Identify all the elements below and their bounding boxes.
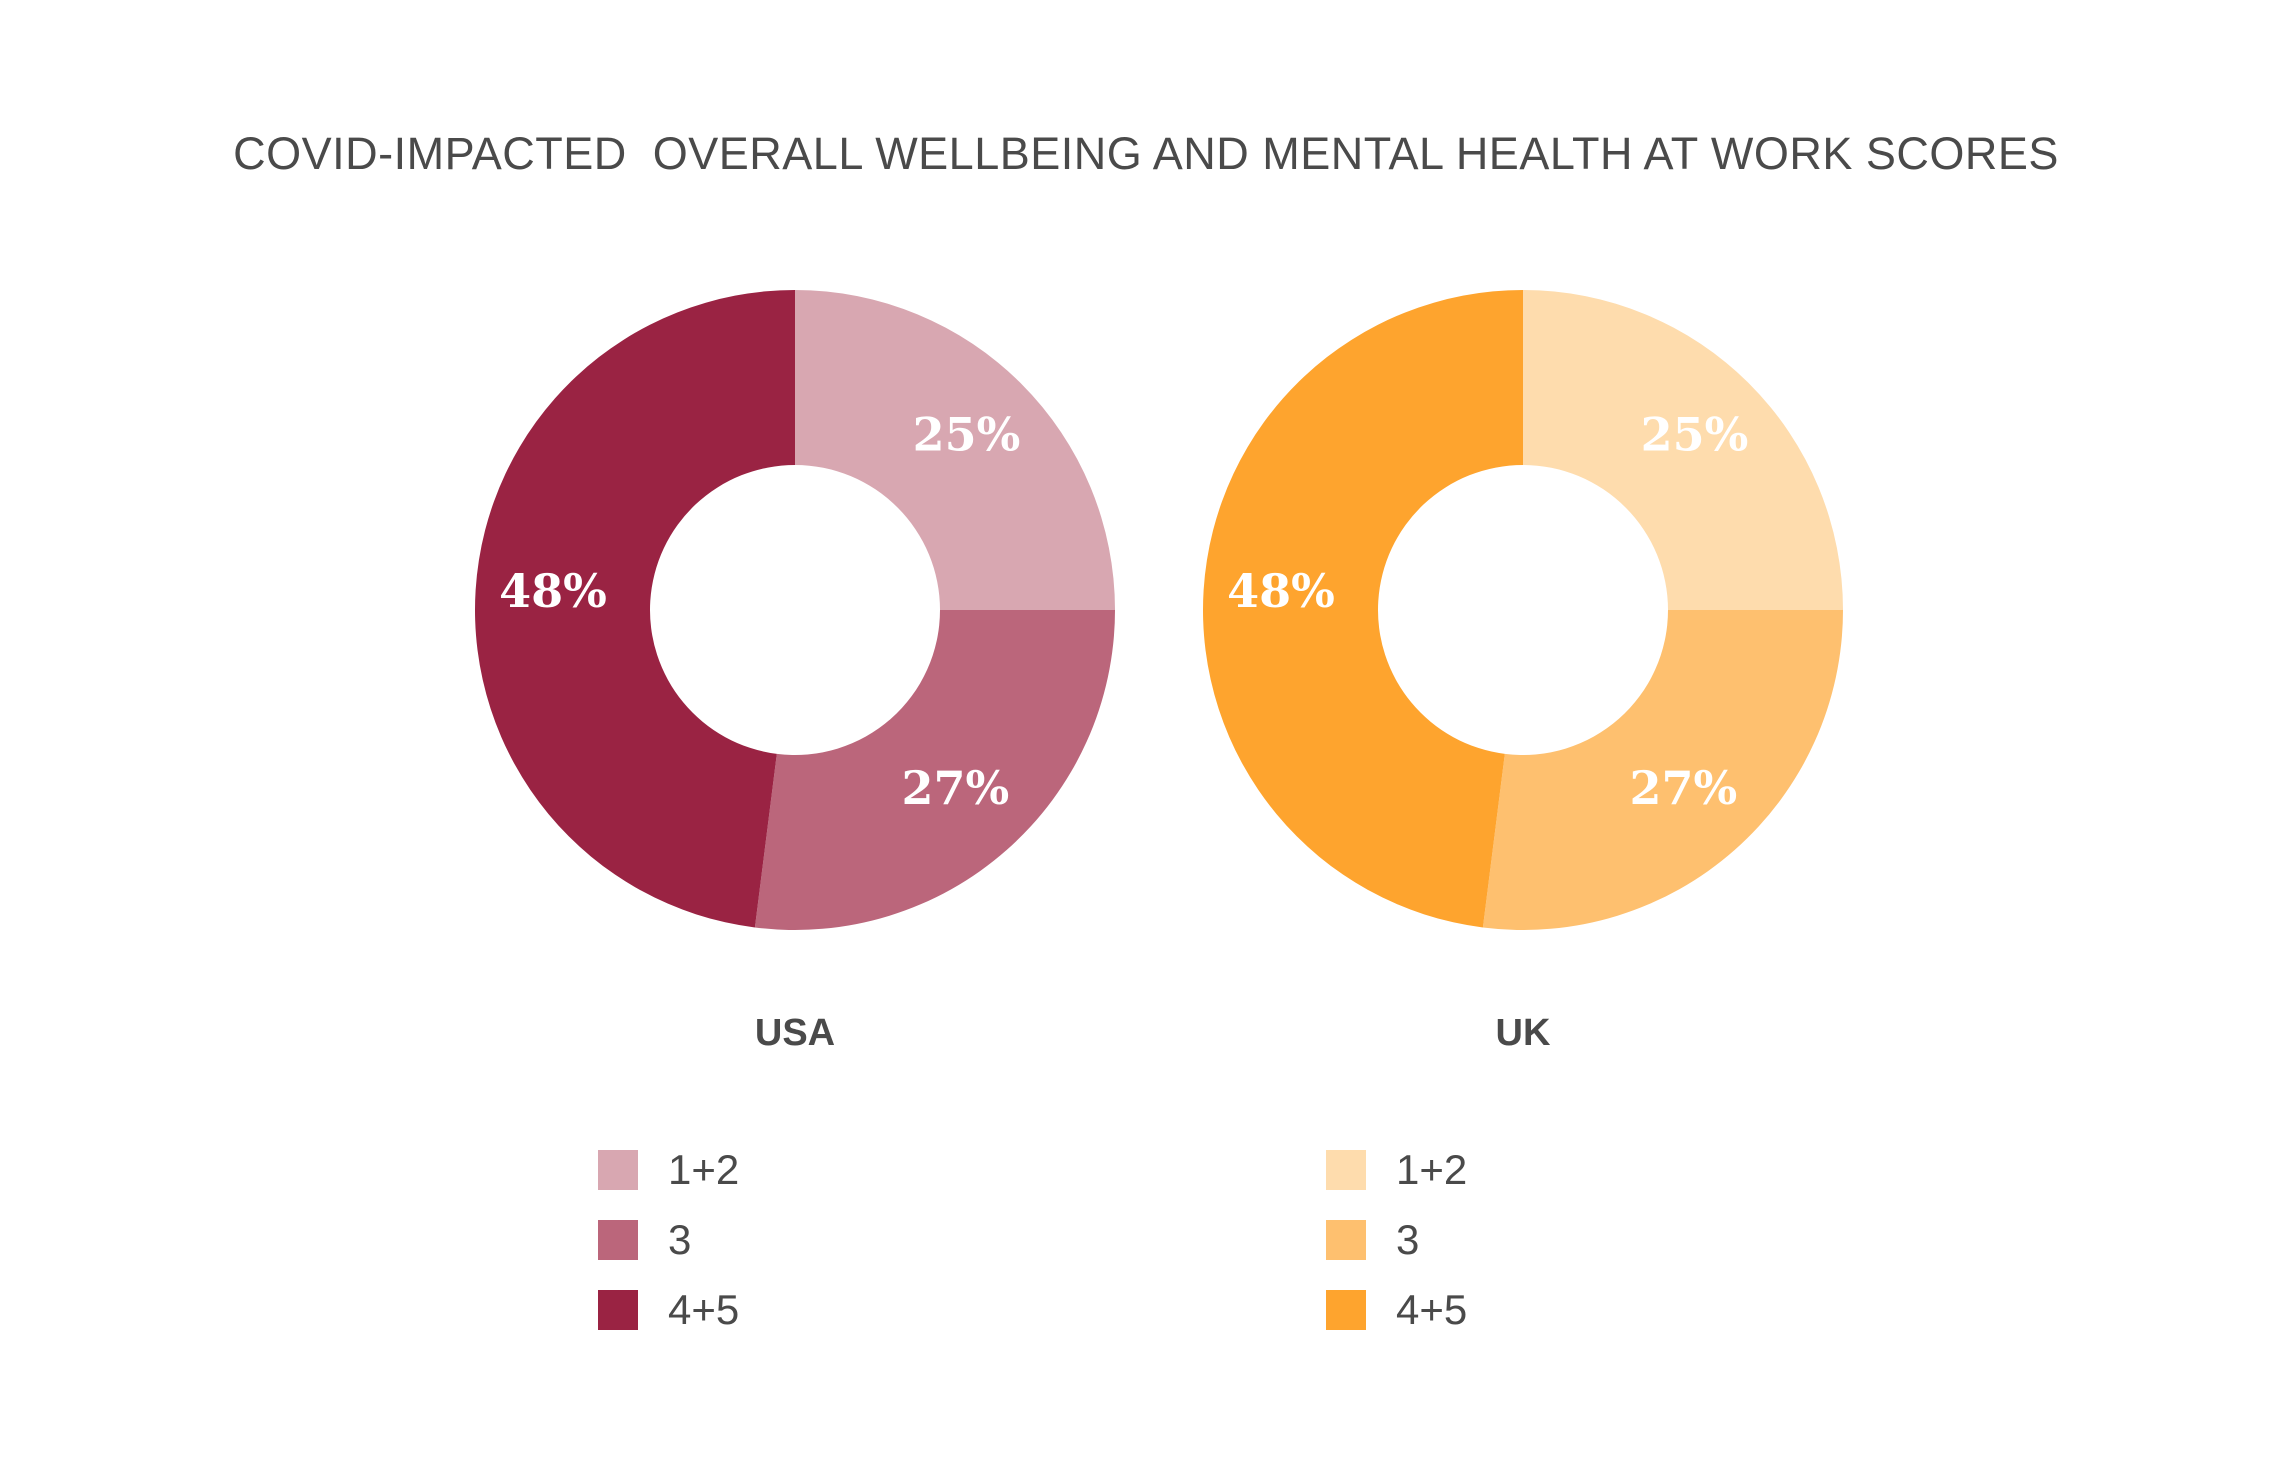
legend-item: 3: [598, 1216, 739, 1263]
chart-caption-uk: UK: [1495, 1012, 1551, 1054]
donut-chart-usa: 25% 27% 48%: [474, 290, 1115, 931]
legend-label: 1+2: [1396, 1146, 1468, 1193]
legend-swatch: [1326, 1220, 1366, 1260]
legend-uk: 1+2 3 4+5: [1326, 1146, 1467, 1360]
legend-usa: 1+2 3 4+5: [598, 1146, 739, 1360]
donut-slice-1-plus-2: [1523, 290, 1843, 610]
donut-slice-4-plus-5: [1202, 290, 1523, 928]
legend-swatch: [1326, 1290, 1366, 1330]
slice-value-label: 25%: [913, 408, 1021, 462]
legend-swatch: [598, 1290, 638, 1330]
legend-item: 3: [1326, 1216, 1467, 1263]
legend-item: 4+5: [1326, 1286, 1467, 1333]
donut-slice-3: [1482, 610, 1843, 931]
slice-value-label: 27%: [1630, 761, 1738, 815]
legend-label: 3: [1396, 1216, 1420, 1263]
donut-slice-4-plus-5: [474, 290, 795, 928]
slice-value-label: 27%: [902, 761, 1010, 815]
legend-label: 3: [668, 1216, 692, 1263]
legend-item: 1+2: [1326, 1146, 1467, 1193]
donut-chart-uk: 25% 27% 48%: [1202, 290, 1843, 931]
legend-label: 4+5: [668, 1286, 740, 1333]
legend-item: 4+5: [598, 1286, 739, 1333]
slice-value-label: 48%: [1227, 564, 1335, 618]
legend-label: 4+5: [1396, 1286, 1468, 1333]
legend-swatch: [1326, 1150, 1366, 1190]
slice-value-label: 25%: [1641, 408, 1749, 462]
donut-slice-1-plus-2: [795, 290, 1115, 610]
legend-label: 1+2: [668, 1146, 740, 1193]
slice-value-label: 48%: [499, 564, 607, 618]
chart-title: COVID-IMPACTED OVERALL WELLBEING AND MEN…: [233, 128, 2059, 179]
legend-swatch: [598, 1220, 638, 1260]
legend-swatch: [598, 1150, 638, 1190]
donut-slice-3: [754, 610, 1115, 931]
chart-caption-usa: USA: [754, 1012, 836, 1054]
legend-item: 1+2: [598, 1146, 739, 1193]
